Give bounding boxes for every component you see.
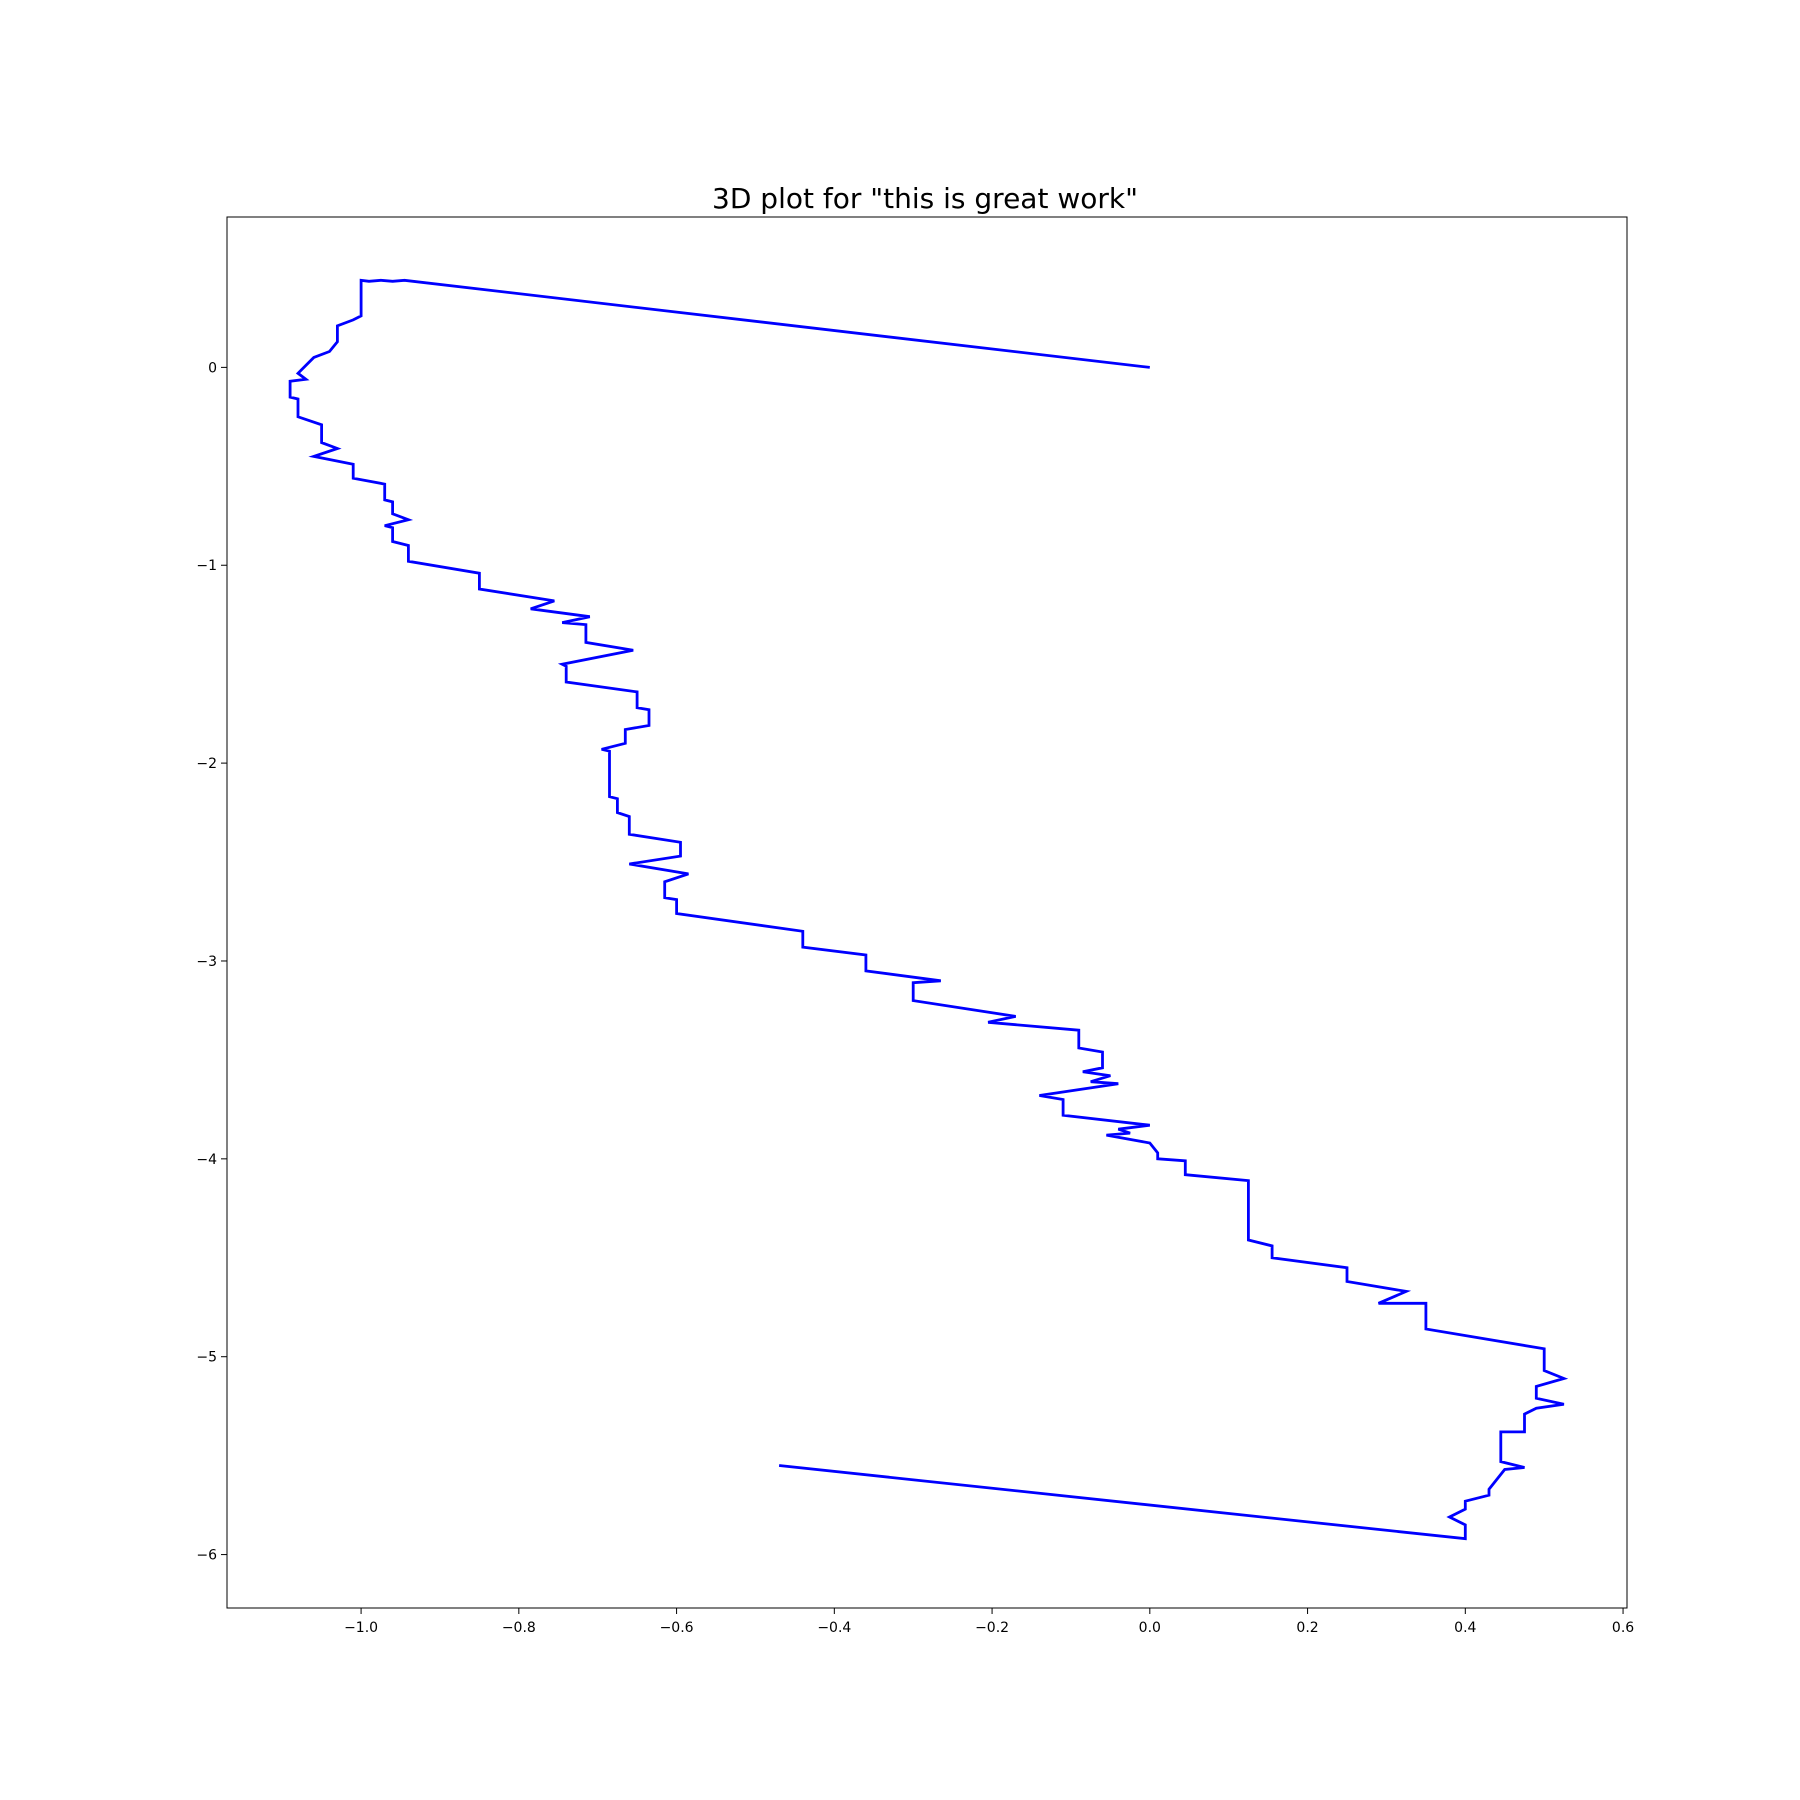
y-tick-label: 0 xyxy=(208,360,217,376)
y-tick-label: −4 xyxy=(196,1152,217,1168)
y-tick-label: −3 xyxy=(196,954,217,970)
x-tick-label: 0.2 xyxy=(1296,1620,1318,1636)
x-tick-label: 0.6 xyxy=(1612,1620,1634,1636)
chart-title: 3D plot for "this is great work" xyxy=(712,182,1138,215)
x-tick-label: 0.0 xyxy=(1139,1620,1161,1636)
y-tick-label: −1 xyxy=(196,558,217,574)
y-axis: 0 −1 −2 −3 −4 −5 −6 xyxy=(196,360,227,1564)
x-tick-label: −1.0 xyxy=(344,1620,378,1636)
plot-area-frame xyxy=(226,216,1628,1609)
x-tick-label: −0.6 xyxy=(660,1620,694,1636)
x-tick-label: −0.8 xyxy=(502,1620,536,1636)
series-line xyxy=(288,278,1569,1541)
y-tick-label: −5 xyxy=(196,1350,217,1366)
y-tick-label: −2 xyxy=(196,756,217,772)
x-tick-label: 0.4 xyxy=(1454,1620,1476,1636)
x-axis: −1.0 −0.8 −0.6 −0.4 −0.2 0.0 0.2 0.4 0.6 xyxy=(344,1608,1634,1636)
x-tick-label: −0.4 xyxy=(817,1620,851,1636)
series-layer xyxy=(288,278,1569,1541)
x-tick-label: −0.2 xyxy=(975,1620,1009,1636)
y-tick-label: −6 xyxy=(196,1548,217,1564)
